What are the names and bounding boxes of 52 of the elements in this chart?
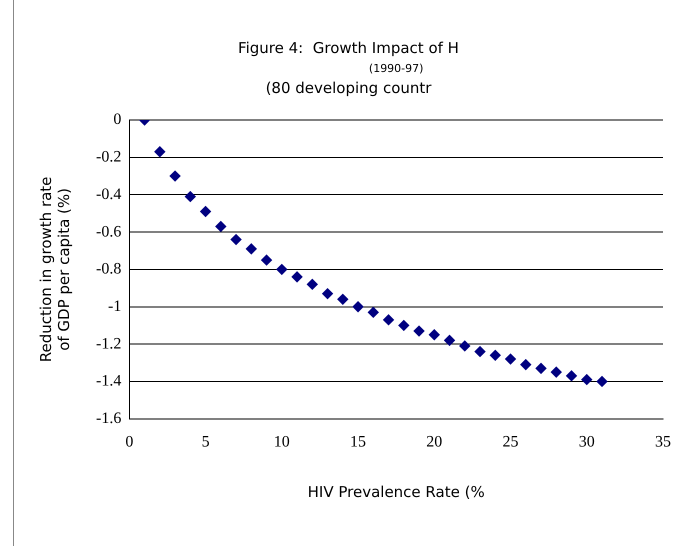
x-tick-label: 35 <box>655 434 671 451</box>
point <box>490 350 501 361</box>
point <box>352 301 364 312</box>
x-tick-label: 15 <box>350 434 366 451</box>
point <box>368 306 379 318</box>
x-tick-label: 30 <box>578 434 595 451</box>
chart-title: Figure 4: Growth Impact of H <box>238 38 459 57</box>
y-tick-label: -0.4 <box>96 186 122 203</box>
y-tick-label: -0.6 <box>96 223 122 240</box>
point <box>276 264 288 275</box>
point <box>474 346 486 358</box>
point <box>550 366 562 378</box>
point <box>581 374 592 386</box>
point <box>337 294 348 305</box>
y-tick-label: 0 <box>113 111 122 128</box>
point <box>505 354 516 365</box>
point <box>536 362 547 374</box>
y-tick-label: -1.2 <box>96 335 122 352</box>
text: (1990-97) <box>368 62 424 75</box>
point <box>398 320 410 331</box>
y-axis-title: Reduction in growth rate of GDP per capita (%) <box>36 176 73 362</box>
point <box>322 288 334 300</box>
point <box>184 191 196 202</box>
y-tick-label: -0.8 <box>96 260 122 278</box>
y-tick-label: -0.2 <box>96 148 122 166</box>
y-tick-label: -1.6 <box>96 410 122 428</box>
point <box>246 243 257 254</box>
x-tick-label: 20 <box>426 434 442 451</box>
point <box>170 170 181 182</box>
point <box>444 334 456 346</box>
y-tick-label: -1 <box>108 298 122 315</box>
point <box>596 376 608 387</box>
x-tick-label: 5 <box>202 434 210 451</box>
point <box>459 340 470 352</box>
point <box>230 234 242 246</box>
x-tick-label: 10 <box>274 434 290 451</box>
chart-subtitle: (80 developing countr <box>266 78 432 97</box>
point <box>566 370 578 382</box>
x-tick-label: 25 <box>502 434 519 451</box>
x-axis-title: HIV Prevalence Rate (% <box>308 482 485 501</box>
point <box>292 271 303 282</box>
point <box>383 314 394 326</box>
point <box>215 220 226 232</box>
point <box>428 329 440 340</box>
point <box>154 146 166 158</box>
point <box>306 278 318 290</box>
point <box>414 326 425 337</box>
x-tick-label: 0 <box>125 434 134 451</box>
point <box>261 254 272 266</box>
y-tick-label: -1.4 <box>96 372 122 390</box>
point <box>520 359 532 370</box>
point <box>200 206 212 218</box>
